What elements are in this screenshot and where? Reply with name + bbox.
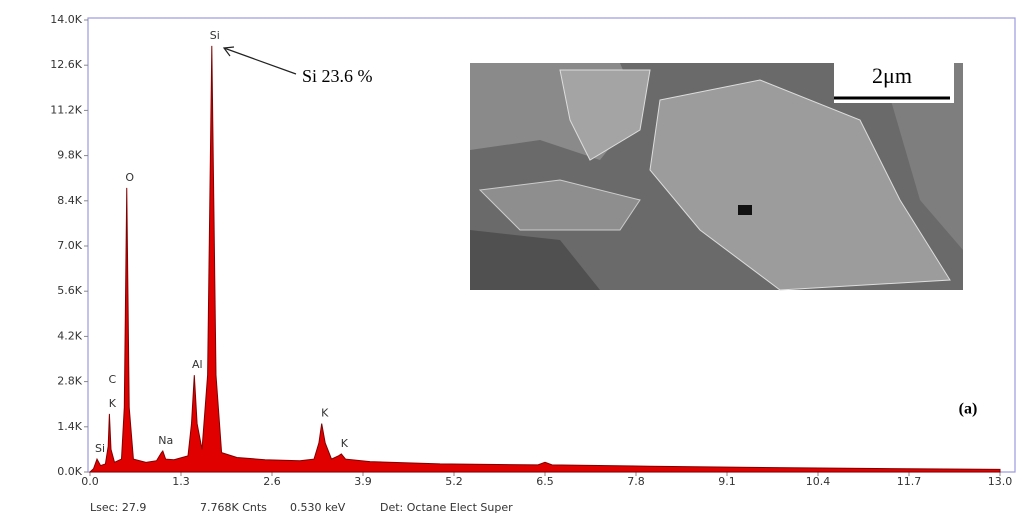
peak-label: C: [109, 373, 117, 386]
x-tick-label: 5.2: [445, 475, 463, 488]
status-text: 7.768K Cnts: [200, 501, 267, 514]
x-tick-label: 1.3: [172, 475, 190, 488]
panel-label: (a): [959, 401, 978, 418]
status-text: Lsec: 27.9: [90, 501, 146, 514]
x-tick-label: 11.7: [897, 475, 922, 488]
y-tick-label: 12.6K: [50, 58, 82, 71]
y-tick-label: 4.2K: [57, 329, 82, 342]
y-tick-label: 1.4K: [57, 420, 82, 433]
chart: 2μm Si 23.6 % (a) 0.0K1.4K2.8K4.2K5.6K7.…: [0, 0, 1027, 521]
x-tick-label: 7.8: [627, 475, 645, 488]
y-tick-label: 11.2K: [50, 103, 82, 116]
y-tick-label: 5.6K: [57, 284, 82, 297]
x-tick-label: 0.0: [81, 475, 99, 488]
y-tick-label: 14.0K: [50, 13, 82, 26]
inset-image: 2μm: [470, 63, 963, 290]
peak-label: Al: [192, 358, 203, 371]
x-tick-label: 13.0: [988, 475, 1013, 488]
scale-label: 2μm: [872, 63, 912, 88]
x-tick-label: 6.5: [536, 475, 554, 488]
peak-label: K: [321, 407, 329, 420]
peak-label: K: [341, 437, 349, 450]
y-tick-label: 0.0K: [57, 465, 82, 478]
y-tick-label: 9.8K: [57, 149, 82, 162]
x-tick-label: 3.9: [354, 475, 372, 488]
status-text: 0.530 keV: [290, 501, 346, 514]
peak-label: Na: [158, 434, 173, 447]
y-tick-label: 8.4K: [57, 194, 82, 207]
peak-label: Si: [95, 442, 105, 455]
x-tick-label: 10.4: [806, 475, 831, 488]
x-tick-label: 2.6: [263, 475, 281, 488]
peak-label: K: [109, 397, 117, 410]
y-tick-label: 2.8K: [57, 375, 82, 388]
x-tick-label: 9.1: [718, 475, 736, 488]
annotation: Si 23.6 %: [302, 66, 373, 86]
peak-label: O: [125, 171, 134, 184]
peak-label: Si: [210, 29, 220, 42]
y-tick-label: 7.0K: [57, 239, 82, 252]
status-text: Det: Octane Elect Super: [380, 501, 513, 514]
